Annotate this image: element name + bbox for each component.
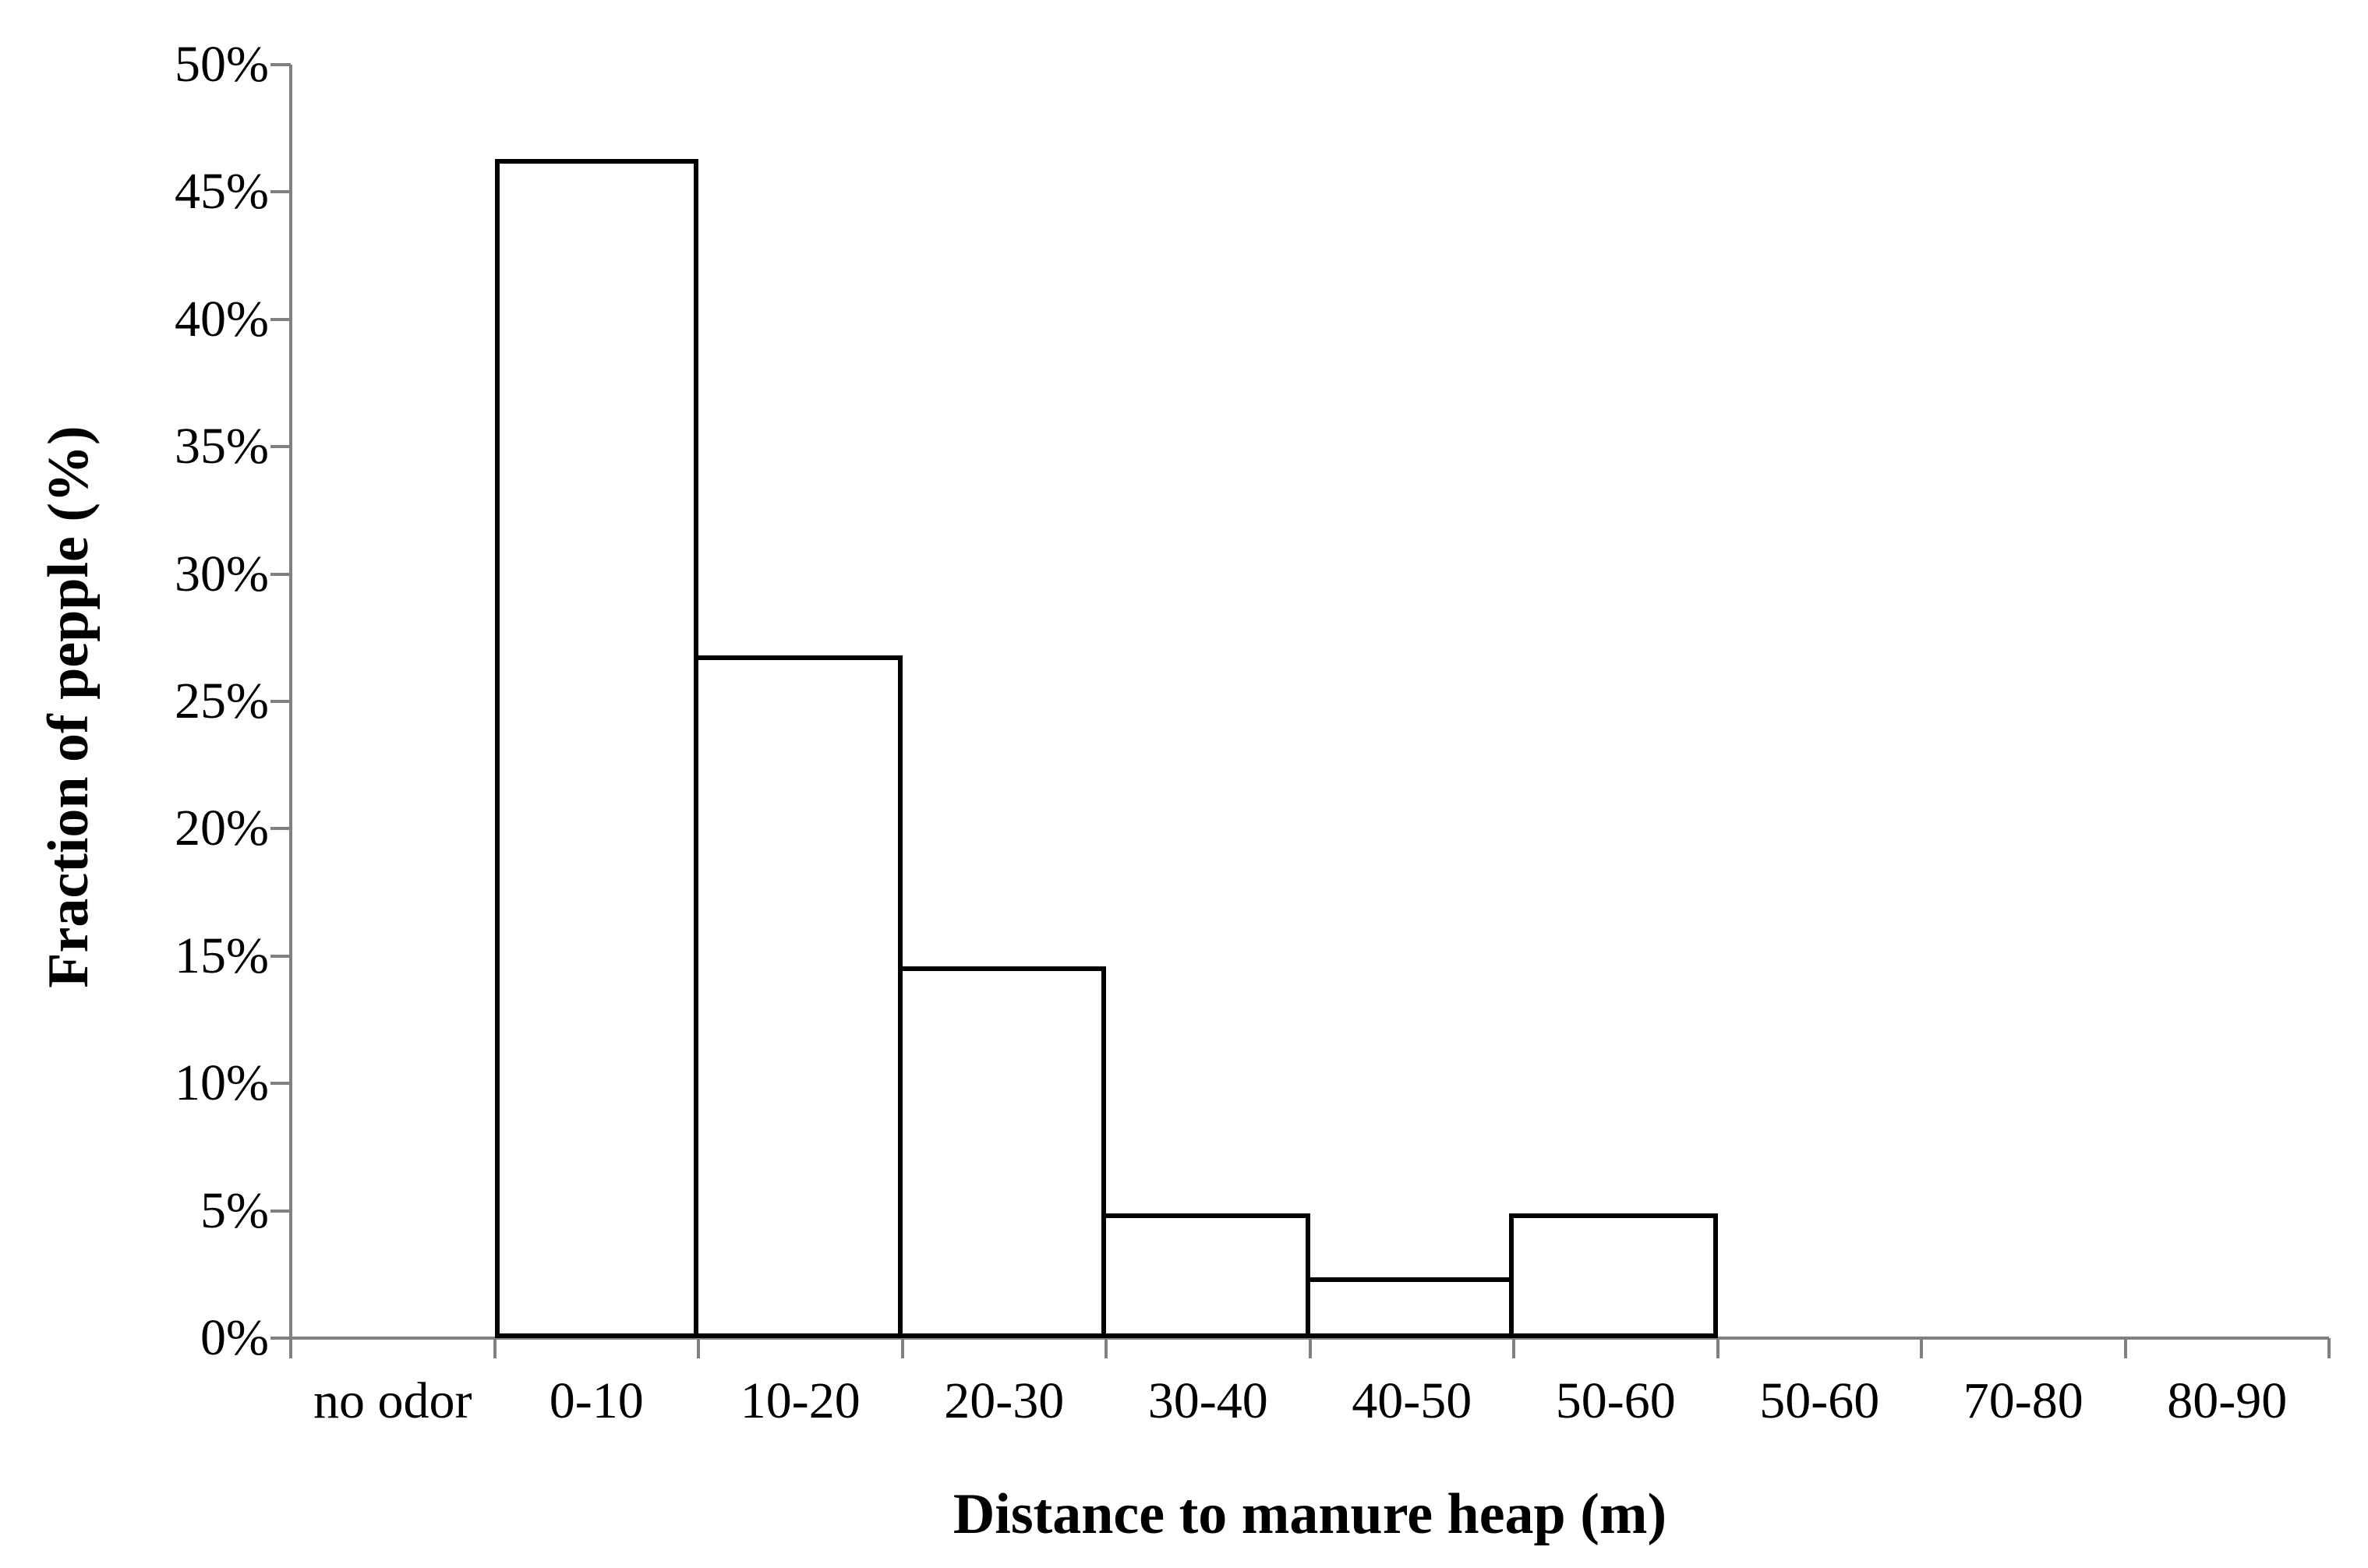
y-tick-label: 40%	[175, 290, 269, 348]
y-tick-label: 25%	[175, 673, 269, 729]
x-tick	[2123, 1338, 2127, 1358]
y-axis-tick-labels: 0% 5% 10% 15% 20% 25% 30% 35% 40% 45% 50%	[0, 36, 269, 1366]
y-tick-label: 20%	[175, 800, 269, 857]
y-tick	[270, 190, 291, 194]
x-tick	[493, 1338, 497, 1358]
x-tick	[2327, 1338, 2331, 1358]
x-tick-label: 50-60	[1759, 1372, 1880, 1429]
bar-30-40	[1101, 1213, 1310, 1338]
bar-20-30	[897, 966, 1106, 1338]
x-tick-label: 70-80	[1963, 1372, 2083, 1429]
y-tick	[270, 827, 291, 831]
x-tick-label: 30-40	[1147, 1372, 1268, 1429]
y-tick	[270, 63, 291, 66]
y-tick	[270, 445, 291, 449]
x-tick	[1104, 1338, 1108, 1358]
y-tick	[270, 954, 291, 958]
y-tick-label: 30%	[175, 545, 269, 602]
y-tick-label: 35%	[175, 418, 269, 475]
bar-50-60	[1509, 1213, 1718, 1338]
plot-area	[270, 63, 2331, 1358]
x-tick	[1512, 1338, 1515, 1358]
x-tick	[1308, 1338, 1312, 1358]
y-tick-label: 50%	[175, 36, 269, 93]
x-axis-tick-labels: no odor 0-10 10-20 20-30 30-40 40-50 50-60 50-6…	[291, 1370, 2329, 1440]
y-tick	[270, 700, 291, 703]
y-tick	[270, 1082, 291, 1086]
x-tick-label: 0-10	[549, 1372, 644, 1429]
bar-0-10	[494, 158, 698, 1338]
x-tick-label: 20-30	[944, 1372, 1065, 1429]
y-tick-label: 10%	[175, 1054, 269, 1112]
y-tick	[270, 1337, 291, 1340]
bar-10-20	[694, 655, 903, 1338]
x-tick	[289, 1338, 292, 1358]
y-tick-label: 0%	[200, 1309, 269, 1366]
bar-40-50	[1305, 1277, 1514, 1338]
y-tick	[270, 1209, 291, 1213]
y-tick-label: 15%	[175, 927, 269, 984]
x-tick-label: 50-60	[1555, 1372, 1676, 1429]
y-tick-label: 45%	[175, 163, 269, 221]
x-tick-label: 10-20	[740, 1372, 861, 1429]
x-tick	[1716, 1338, 1719, 1358]
y-tick	[270, 317, 291, 321]
x-axis-title: Distance to manure heap (m)	[953, 1482, 1667, 1546]
x-tick	[900, 1338, 904, 1358]
y-tick-label: 5%	[200, 1181, 269, 1239]
x-tick	[1920, 1338, 1923, 1358]
x-tick	[697, 1338, 700, 1358]
x-tick-label: 40-50	[1352, 1372, 1472, 1429]
y-tick	[270, 572, 291, 576]
x-tick-label: no odor	[313, 1372, 472, 1429]
x-tick-label: 80-90	[2167, 1372, 2288, 1429]
y-axis-line	[289, 65, 292, 1338]
